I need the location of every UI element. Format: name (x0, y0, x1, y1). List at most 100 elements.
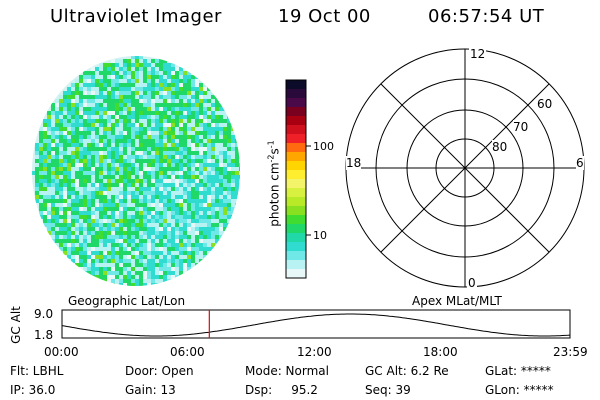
image-pixel (231, 171, 235, 175)
image-pixel (163, 155, 167, 159)
image-pixel (79, 175, 83, 179)
image-pixel (55, 191, 59, 195)
image-pixel (187, 243, 191, 247)
image-pixel (55, 107, 59, 111)
image-pixel (147, 191, 151, 195)
image-pixel (143, 247, 147, 251)
image-pixel (111, 111, 115, 115)
image-pixel (63, 251, 67, 255)
image-pixel (39, 199, 43, 203)
colorbar-cell (286, 224, 306, 234)
image-pixel (143, 167, 147, 171)
image-pixel (119, 171, 123, 175)
image-pixel (119, 127, 123, 131)
image-pixel (55, 159, 59, 163)
image-pixel (83, 99, 87, 103)
image-pixel (59, 191, 63, 195)
image-pixel (123, 91, 127, 95)
image-pixel (163, 171, 167, 175)
image-pixel (103, 67, 107, 71)
image-pixel (215, 175, 219, 179)
image-pixel (71, 99, 75, 103)
image-pixel (91, 67, 95, 71)
image-pixel (95, 155, 99, 159)
image-pixel (203, 223, 207, 227)
image-pixel (115, 171, 119, 175)
image-pixel (111, 79, 115, 83)
image-pixel (219, 215, 223, 219)
image-pixel (51, 163, 55, 167)
image-pixel (183, 155, 187, 159)
x-tick-1800: 18:00 (423, 345, 458, 359)
image-pixel (79, 251, 83, 255)
image-pixel (191, 115, 195, 119)
image-pixel (91, 227, 95, 231)
image-pixel (115, 79, 119, 83)
image-pixel (79, 255, 83, 259)
image-pixel (159, 127, 163, 131)
image-pixel (55, 223, 59, 227)
image-pixel (35, 179, 39, 183)
image-pixel (167, 79, 171, 83)
image-pixel (67, 195, 71, 199)
image-pixel (207, 127, 211, 131)
image-pixel (107, 183, 111, 187)
image-pixel (71, 243, 75, 247)
image-pixel (203, 139, 207, 143)
image-pixel (175, 199, 179, 203)
image-pixel (119, 71, 123, 75)
image-pixel (71, 247, 75, 251)
image-pixel (155, 103, 159, 107)
image-pixel (187, 147, 191, 151)
image-pixel (219, 155, 223, 159)
image-pixel (207, 219, 211, 223)
image-pixel (79, 147, 83, 151)
image-pixel (75, 155, 79, 159)
image-pixel (143, 119, 147, 123)
image-pixel (99, 63, 103, 67)
image-pixel (63, 183, 67, 187)
image-pixel (79, 155, 83, 159)
image-pixel (75, 119, 79, 123)
image-pixel (87, 263, 91, 267)
image-pixel (167, 263, 171, 267)
image-pixel (203, 111, 207, 115)
image-pixel (183, 147, 187, 151)
image-pixel (139, 159, 143, 163)
image-pixel (91, 167, 95, 171)
image-pixel (43, 123, 47, 127)
image-pixel (155, 99, 159, 103)
image-pixel (195, 243, 199, 247)
image-pixel (99, 243, 103, 247)
image-pixel (99, 211, 103, 215)
image-pixel (207, 163, 211, 167)
colorbar-cell (286, 215, 306, 225)
image-pixel (155, 175, 159, 179)
image-pixel (111, 75, 115, 79)
image-pixel (131, 235, 135, 239)
image-pixel (187, 131, 191, 135)
image-pixel (147, 115, 151, 119)
image-pixel (83, 147, 87, 151)
image-pixel (223, 187, 227, 191)
image-pixel (151, 171, 155, 175)
image-pixel (119, 151, 123, 155)
image-pixel (111, 115, 115, 119)
image-pixel (107, 99, 111, 103)
image-pixel (123, 203, 127, 207)
image-pixel (59, 171, 63, 175)
image-pixel (195, 123, 199, 127)
image-pixel (55, 135, 59, 139)
image-pixel (63, 107, 67, 111)
image-pixel (155, 159, 159, 163)
colorbar-cell (286, 143, 306, 153)
image-pixel (159, 195, 163, 199)
image-pixel (163, 251, 167, 255)
image-pixel (203, 87, 207, 91)
image-pixel (67, 243, 71, 247)
image-pixel (199, 191, 203, 195)
image-pixel (131, 203, 135, 207)
image-pixel (115, 119, 119, 123)
image-pixel (147, 59, 151, 63)
image-pixel (195, 239, 199, 243)
